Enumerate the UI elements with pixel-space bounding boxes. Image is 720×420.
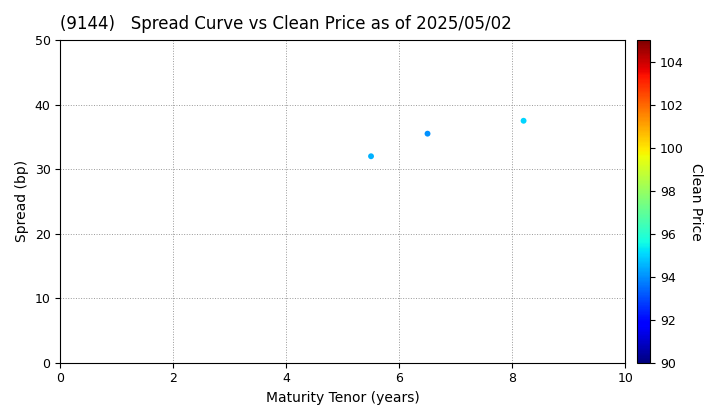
Point: [518, 118, 529, 124]
Point: [365, 153, 377, 160]
Y-axis label: Clean Price: Clean Price: [689, 163, 703, 240]
X-axis label: Maturity Tenor (years): Maturity Tenor (years): [266, 391, 420, 405]
Point: [422, 130, 433, 137]
Y-axis label: Spread (bp): Spread (bp): [15, 160, 29, 242]
Text: (9144)   Spread Curve vs Clean Price as of 2025/05/02: (9144) Spread Curve vs Clean Price as of…: [60, 15, 512, 33]
